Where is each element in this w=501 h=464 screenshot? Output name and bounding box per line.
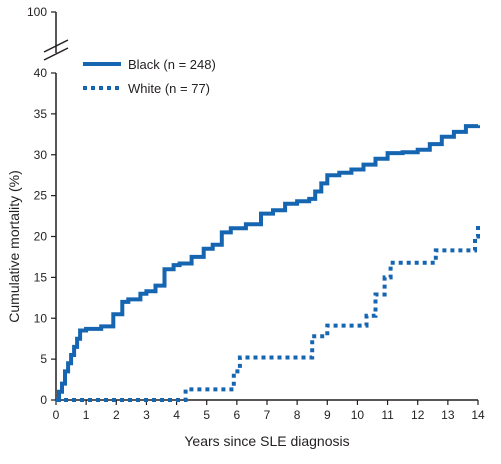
y-tick-label: 30 [34, 148, 48, 162]
x-tick-label: 9 [324, 408, 331, 422]
series-line-white [56, 224, 480, 402]
y-tick-label: 20 [34, 230, 48, 244]
x-tick-label: 3 [143, 408, 150, 422]
x-tick-label: 8 [294, 408, 301, 422]
legend-label: White (n = 77) [128, 81, 210, 96]
y-tick-label: 25 [34, 189, 48, 203]
y-tick-label: 40 [34, 66, 48, 80]
x-tick-label: 11 [381, 408, 394, 422]
x-tick-label: 2 [113, 408, 120, 422]
y-tick-label: 15 [34, 270, 48, 284]
y-tick-label: 5 [40, 352, 47, 366]
x-tick-label: 6 [234, 408, 241, 422]
x-tick-label: 7 [264, 408, 271, 422]
y-tick-label: 10 [34, 311, 48, 325]
y-axis-title: Cumulative mortality (%) [6, 170, 22, 322]
legend: Black (n = 248) White (n = 77) [83, 57, 216, 96]
x-tick-label: 12 [411, 408, 425, 422]
x-tick-label: 14 [471, 408, 485, 422]
x-axis-title: Years since SLE diagnosis [184, 433, 349, 449]
y-tick-label-top: 100 [27, 5, 47, 19]
x-tick-label: 10 [351, 408, 365, 422]
x-tick-label: 4 [173, 408, 180, 422]
x-tick-label: 1 [83, 408, 90, 422]
series-line-black [56, 124, 480, 402]
y-axis-break-mark [43, 39, 69, 53]
y-tick-label: 35 [34, 107, 48, 121]
series-layer [56, 124, 480, 402]
y-tick-label: 0 [40, 393, 47, 407]
x-tick-label: 0 [53, 408, 60, 422]
x-tick-label: 5 [203, 408, 210, 422]
x-tick-label: 13 [441, 408, 455, 422]
y-axis-break-mark [43, 47, 69, 61]
legend-label: Black (n = 248) [128, 57, 216, 72]
